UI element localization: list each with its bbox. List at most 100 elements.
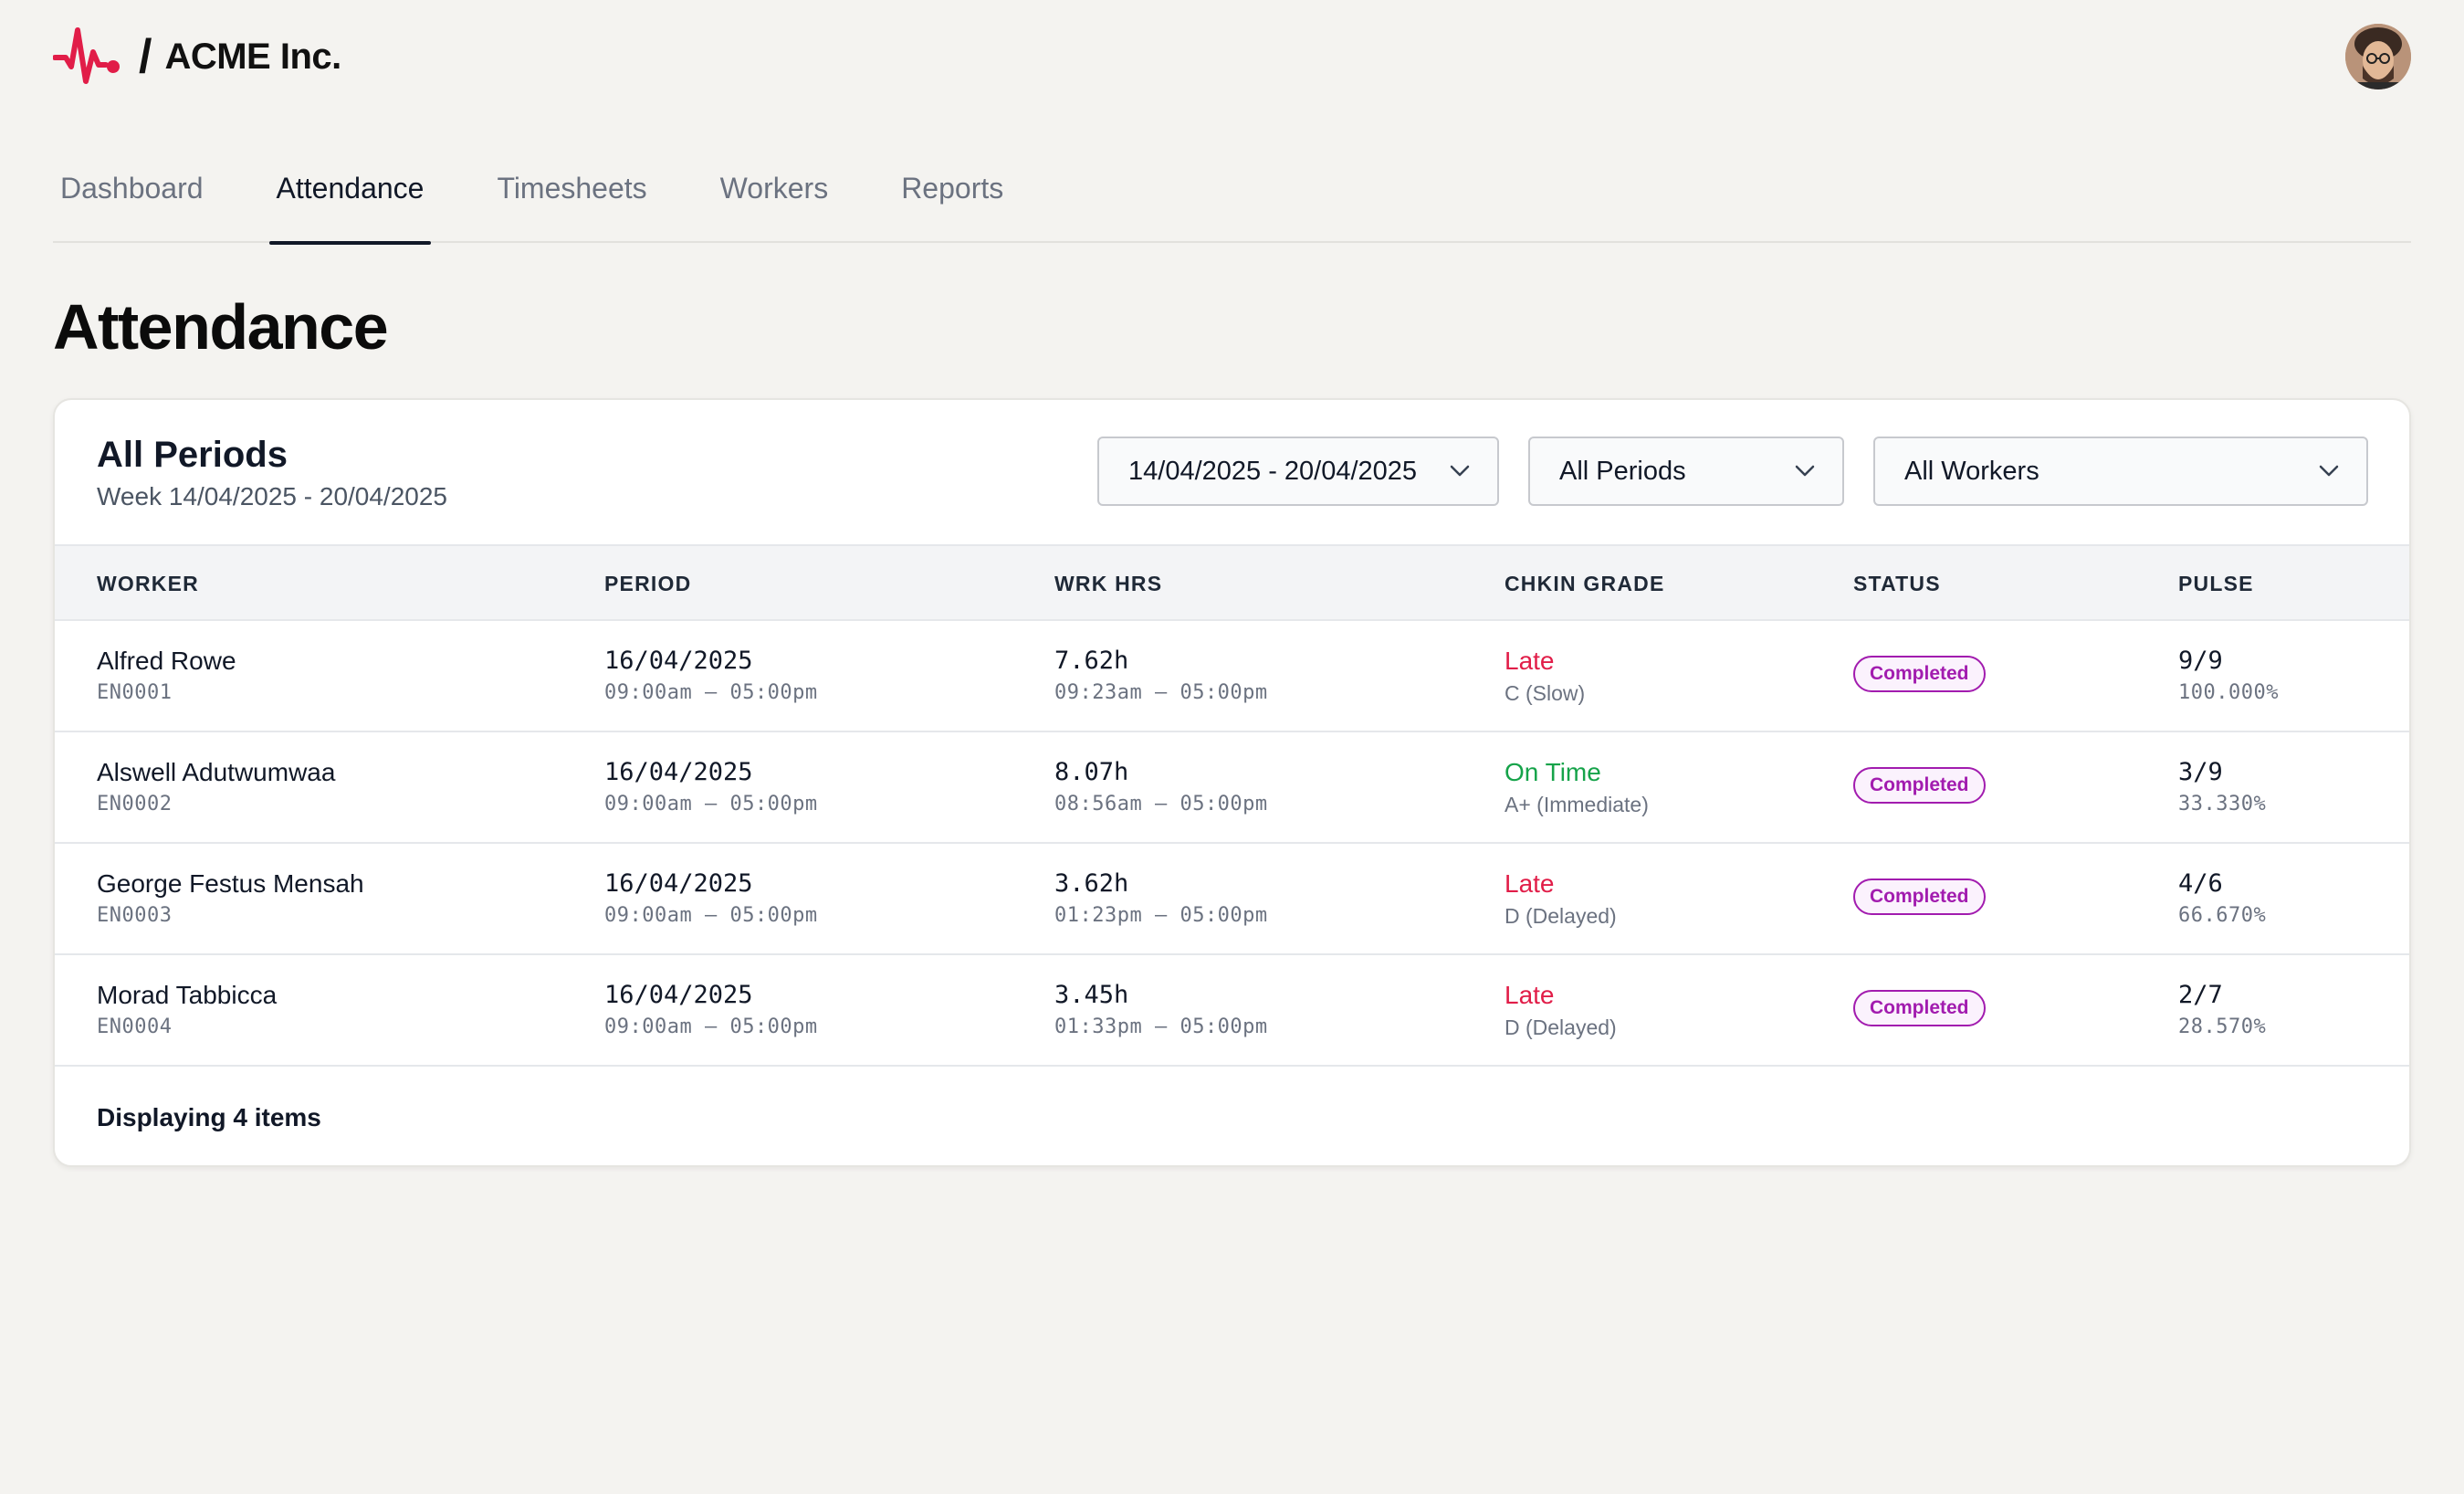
status-badge: Completed <box>1853 879 1986 915</box>
column-header-status[interactable]: STATUS <box>1853 572 1941 595</box>
column-header-pulse[interactable]: PULSE <box>2178 572 2254 595</box>
worker-name[interactable]: George Festus Mensah <box>97 869 364 898</box>
pulse-cell: 4/6 66.670% <box>2178 868 2266 931</box>
page-title: Attendance <box>53 291 389 363</box>
pulse-count: 4/6 <box>2178 869 2223 898</box>
table-row[interactable]: Morad Tabbicca EN0004 16/04/2025 09:00am – … <box>55 955 2409 1067</box>
date-range-select[interactable]: 14/04/2025 - 20/04/2025 <box>1097 437 1499 506</box>
card-title: All Periods <box>97 435 288 475</box>
card-header: All Periods Week 14/04/2025 - 20/04/2025… <box>55 400 2409 546</box>
table-body: Alfred Rowe EN0001 16/04/2025 09:00am – 05:… <box>55 621 2409 1067</box>
worker-id: EN0001 <box>97 681 173 704</box>
workers-value: All Workers <box>1904 456 2039 486</box>
table-header: WORKER PERIOD WRK HRS CHKIN GRADE STATUS… <box>55 546 2409 621</box>
period-date: 16/04/2025 <box>604 647 753 675</box>
period-time: 09:00am – 05:00pm <box>604 1015 818 1038</box>
status-badge: Completed <box>1853 656 1986 692</box>
worker-cell: Alfred Rowe EN0001 <box>97 645 236 709</box>
work-time: 09:23am – 05:00pm <box>1054 681 1268 704</box>
chevron-down-icon <box>1450 465 1470 477</box>
grade-cell: On Time A+ (Immediate) <box>1505 756 1649 820</box>
tab-dashboard[interactable]: Dashboard <box>60 172 204 205</box>
work-hours: 3.62h <box>1054 869 1129 898</box>
pulse-cell: 2/7 28.570% <box>2178 979 2266 1043</box>
chevron-down-icon <box>2319 465 2339 477</box>
card-subtitle: Week 14/04/2025 - 20/04/2025 <box>97 482 448 510</box>
pulse-percent: 66.670% <box>2178 904 2267 927</box>
brand[interactable]: / ACME Inc. <box>53 25 341 89</box>
work-time: 01:23pm – 05:00pm <box>1054 904 1268 927</box>
pulse-icon <box>53 27 120 84</box>
status-badge: Completed <box>1853 767 1986 804</box>
checkin-grade: Late <box>1505 981 1555 1009</box>
checkin-grade-detail: D (Delayed) <box>1505 1015 1617 1039</box>
worker-name[interactable]: Alswell Adutwumwaa <box>97 758 336 786</box>
period-date: 16/04/2025 <box>604 758 753 786</box>
table-row[interactable]: George Festus Mensah EN0003 16/04/2025 09:0… <box>55 844 2409 955</box>
top-header: / ACME Inc. <box>53 20 2411 93</box>
tab-attendance[interactable]: Attendance <box>268 155 432 245</box>
pulse-cell: 3/9 33.330% <box>2178 756 2266 820</box>
column-header-checkin-grade[interactable]: CHKIN GRADE <box>1505 572 1665 595</box>
worker-cell: Alswell Adutwumwaa EN0002 <box>97 756 335 820</box>
work-hours: 8.07h <box>1054 758 1129 786</box>
worker-cell: Morad Tabbicca EN0004 <box>97 979 277 1043</box>
period-time: 09:00am – 05:00pm <box>604 793 818 815</box>
avatar-icon[interactable] <box>2345 24 2411 89</box>
column-header-work-hours[interactable]: WRK HRS <box>1054 572 1163 595</box>
period-cell: 16/04/2025 09:00am – 05:00pm <box>604 645 818 709</box>
period-time: 09:00am – 05:00pm <box>604 904 818 927</box>
hours-cell: 7.62h 09:23am – 05:00pm <box>1054 645 1268 709</box>
brand-name: ACME Inc. <box>164 36 341 77</box>
pulse-percent: 100.000% <box>2178 681 2279 704</box>
worker-id: EN0003 <box>97 904 173 927</box>
worker-name[interactable]: Alfred Rowe <box>97 647 236 675</box>
column-header-worker[interactable]: WORKER <box>97 572 199 595</box>
period-select[interactable]: All Periods <box>1528 437 1844 506</box>
checkin-grade-detail: D (Delayed) <box>1505 904 1617 928</box>
column-header-period[interactable]: PERIOD <box>604 572 692 595</box>
period-time: 09:00am – 05:00pm <box>604 681 818 704</box>
pulse-cell: 9/9 100.000% <box>2178 645 2279 709</box>
chevron-down-icon <box>1795 465 1815 477</box>
grade-cell: Late D (Delayed) <box>1505 868 1617 931</box>
pulse-percent: 28.570% <box>2178 1015 2267 1038</box>
period-date: 16/04/2025 <box>604 981 753 1009</box>
hours-cell: 8.07h 08:56am – 05:00pm <box>1054 756 1268 820</box>
worker-cell: George Festus Mensah EN0003 <box>97 868 364 931</box>
grade-cell: Late C (Slow) <box>1505 645 1585 709</box>
pulse-count: 9/9 <box>2178 647 2223 675</box>
checkin-grade: On Time <box>1505 758 1601 786</box>
work-hours: 3.45h <box>1054 981 1129 1009</box>
worker-id: EN0004 <box>97 1015 173 1038</box>
checkin-grade: Late <box>1505 647 1555 675</box>
period-date: 16/04/2025 <box>604 869 753 898</box>
checkin-grade-detail: A+ (Immediate) <box>1505 793 1649 816</box>
item-count: Displaying 4 items <box>97 1103 321 1131</box>
brand-separator: / <box>139 30 152 83</box>
period-value: All Periods <box>1559 456 1686 486</box>
grade-cell: Late D (Delayed) <box>1505 979 1617 1043</box>
period-cell: 16/04/2025 09:00am – 05:00pm <box>604 979 818 1043</box>
status-badge: Completed <box>1853 990 1986 1026</box>
workers-select[interactable]: All Workers <box>1873 437 2368 506</box>
period-cell: 16/04/2025 09:00am – 05:00pm <box>604 868 818 931</box>
pulse-count: 2/7 <box>2178 981 2223 1009</box>
pulse-percent: 33.330% <box>2178 793 2267 815</box>
worker-name[interactable]: Morad Tabbicca <box>97 981 278 1009</box>
work-time: 01:33pm – 05:00pm <box>1054 1015 1268 1038</box>
table-row[interactable]: Alfred Rowe EN0001 16/04/2025 09:00am – 05:… <box>55 621 2409 732</box>
checkin-grade-detail: C (Slow) <box>1505 681 1586 705</box>
tab-workers[interactable]: Workers <box>719 172 829 205</box>
hours-cell: 3.45h 01:33pm – 05:00pm <box>1054 979 1268 1043</box>
main-nav: Dashboard Attendance Timesheets Workers … <box>53 155 2411 245</box>
table-row[interactable]: Alswell Adutwumwaa EN0002 16/04/2025 09:00a… <box>55 732 2409 844</box>
tab-timesheets[interactable]: Timesheets <box>497 172 647 205</box>
period-cell: 16/04/2025 09:00am – 05:00pm <box>604 756 818 820</box>
worker-id: EN0002 <box>97 793 173 815</box>
date-range-value: 14/04/2025 - 20/04/2025 <box>1128 456 1418 486</box>
attendance-card: All Periods Week 14/04/2025 - 20/04/2025… <box>53 398 2411 1167</box>
tab-reports[interactable]: Reports <box>901 172 1004 205</box>
pulse-count: 3/9 <box>2178 758 2223 786</box>
checkin-grade: Late <box>1505 869 1555 898</box>
